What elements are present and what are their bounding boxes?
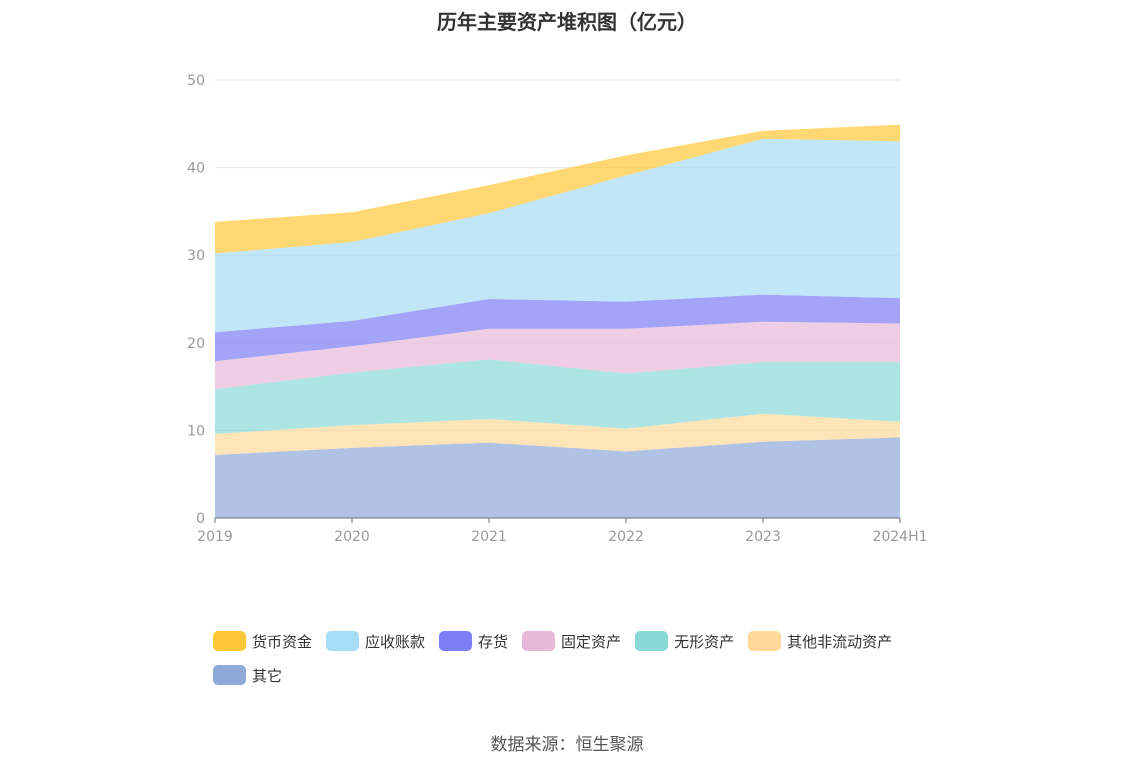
legend-label: 货币资金 (252, 632, 313, 651)
legend-item[interactable]: 固定资产 (522, 630, 621, 652)
legend-swatch (213, 665, 246, 685)
y-tick-label: 40 (187, 161, 205, 177)
legend-swatch (635, 631, 669, 651)
legend-label: 应收账款 (365, 632, 426, 651)
y-tick-label: 0 (196, 511, 205, 527)
legend-label: 其他非流动资产 (787, 632, 893, 651)
legend-swatch (748, 631, 782, 651)
area-series (215, 124, 900, 518)
legend-item[interactable]: 货币资金 (213, 630, 312, 652)
x-tick-label: 2024H1 (872, 529, 927, 545)
area-固定资产 (215, 321, 900, 390)
area-存货 (215, 294, 900, 362)
area-货币资金 (215, 124, 900, 254)
area-应收账款 (215, 138, 900, 333)
legend-label: 固定资产 (561, 632, 622, 651)
y-tick-label: 50 (187, 73, 205, 89)
area-无形资产 (215, 359, 900, 434)
legend-item[interactable]: 应收账款 (326, 630, 425, 652)
legend-swatch (213, 631, 246, 651)
legend-item[interactable]: 无形资产 (635, 630, 734, 652)
axes: 0 10 20 30 40 50 2019 2020 2021 2022 2023 2024H1 (187, 73, 927, 545)
x-tick-label: 2021 (471, 529, 507, 545)
legend-item[interactable]: 其它 (213, 664, 282, 686)
legend-label: 存货 (478, 632, 509, 651)
y-tick-label: 20 (187, 336, 205, 352)
legend-item[interactable]: 其他非流动资产 (748, 630, 892, 652)
stacked-area-chart: 0 10 20 30 40 50 2019 2020 2021 2022 2023 2024H1 (187, 73, 927, 545)
x-tick-label: 2022 (608, 529, 644, 545)
legend-item[interactable]: 存货 (439, 630, 508, 652)
legend-swatch (522, 631, 556, 651)
area-其它 (215, 437, 900, 518)
legend-swatch (326, 631, 360, 651)
x-tick-label: 2019 (197, 529, 233, 545)
legend-swatch (439, 631, 473, 651)
y-tick-label: 30 (187, 248, 205, 264)
legend-label: 无形资产 (674, 632, 735, 651)
x-tick-label: 2020 (334, 529, 370, 545)
legend-label: 其它 (252, 666, 283, 685)
x-tick-label: 2023 (745, 529, 781, 545)
y-tick-label: 10 (187, 423, 205, 439)
area-其他非流动资产 (215, 413, 900, 455)
source-note: 数据来源：恒生聚源 (490, 735, 644, 755)
chart-title: 历年主要资产堆积图（亿元） (437, 10, 697, 34)
legend: 货币资金 应收账款 存货 固定资产 无形资产 其他非流动资产其它 (213, 630, 953, 686)
